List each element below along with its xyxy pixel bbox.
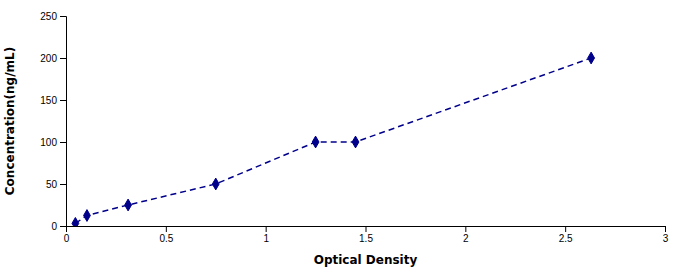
x-tick-label: 0.5 xyxy=(159,233,173,244)
point xyxy=(125,199,132,211)
y-tick-label: 100 xyxy=(40,137,57,148)
y-tick-label: 0 xyxy=(51,221,57,232)
x-tick-mark xyxy=(166,226,167,232)
y-axis-line xyxy=(60,17,67,227)
y-tick: 0 xyxy=(51,221,66,232)
point xyxy=(588,52,595,64)
y-tick-mark xyxy=(60,226,66,227)
plot-area: 0 0.5 1 1.5 2 2.5 3 0 50 100 150 200 250 xyxy=(40,11,668,244)
point xyxy=(84,210,91,222)
x-tick-label: 2.5 xyxy=(559,233,573,244)
x-tick-mark xyxy=(565,226,566,232)
y-tick-mark xyxy=(60,142,66,143)
x-tick-mark xyxy=(665,226,666,232)
y-tick-mark xyxy=(60,100,66,101)
chart: 0 0.5 1 1.5 2 2.5 3 0 50 100 150 200 250 Optical Dens… xyxy=(0,0,689,272)
x-tick-label: 1 xyxy=(263,233,269,244)
x-tick: 3 xyxy=(663,226,669,244)
x-tick-label: 2 xyxy=(463,233,469,244)
x-axis-title: Optical Density xyxy=(314,253,418,267)
x-tick: 0 xyxy=(64,226,70,244)
y-tick: 200 xyxy=(40,53,66,64)
point xyxy=(212,178,219,190)
y-tick-label: 50 xyxy=(46,179,58,190)
y-tick-label: 200 xyxy=(40,53,57,64)
y-axis-title: Concentration(ng/mL) xyxy=(3,47,17,195)
x-tick-mark xyxy=(266,226,267,232)
x-axis: 0 0.5 1 1.5 2 2.5 3 xyxy=(64,226,669,244)
x-tick-label: 3 xyxy=(663,233,669,244)
x-tick: 2 xyxy=(463,226,469,244)
x-tick-label: 1.5 xyxy=(359,233,373,244)
x-tick-label: 0 xyxy=(64,233,70,244)
point xyxy=(352,136,359,148)
x-tick: 1 xyxy=(263,226,269,244)
point xyxy=(72,217,79,226)
x-tick: 2.5 xyxy=(559,226,573,244)
y-tick: 50 xyxy=(46,179,66,190)
x-axis-line xyxy=(67,227,666,233)
y-tick: 250 xyxy=(40,11,66,22)
point xyxy=(312,136,319,148)
x-tick: 0.5 xyxy=(159,226,173,244)
y-axis: 0 50 100 150 200 250 xyxy=(40,11,66,232)
x-tick-mark xyxy=(465,226,466,232)
y-tick-mark xyxy=(60,58,66,59)
y-tick-label: 150 xyxy=(40,95,57,106)
marks xyxy=(72,52,595,226)
y-tick: 150 xyxy=(40,95,66,106)
x-tick-mark xyxy=(366,226,367,232)
y-tick-label: 250 xyxy=(40,11,57,22)
y-tick: 100 xyxy=(40,137,66,148)
y-tick-mark xyxy=(60,16,66,17)
y-tick-mark xyxy=(60,184,66,185)
line xyxy=(75,58,591,223)
x-tick: 1.5 xyxy=(359,226,373,244)
